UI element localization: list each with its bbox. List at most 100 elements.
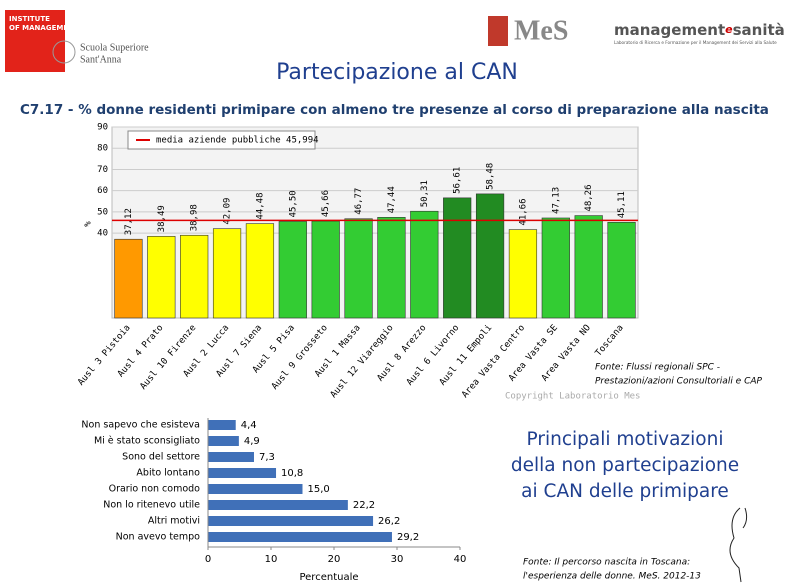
value-label: 37,12	[124, 208, 134, 235]
x-tick-label: 40	[454, 554, 467, 565]
y-tick-label: 60	[97, 186, 108, 196]
value-label: 45,50	[288, 190, 298, 217]
x-tick-label: Toscana	[594, 323, 626, 358]
value-label: 4,9	[244, 436, 260, 447]
y-tick-label: Altri motivi	[148, 516, 200, 527]
x-tick-label: 10	[265, 554, 278, 565]
value-label: 22,2	[353, 500, 375, 511]
brand-part: e	[725, 23, 733, 36]
chart-title: Principali motivazioni	[527, 429, 724, 450]
value-label: 47,13	[551, 187, 561, 214]
bar	[208, 516, 374, 526]
slide-title: Partecipazione al CAN	[276, 60, 518, 85]
y-tick-label: Non avevo tempo	[116, 532, 201, 543]
value-label: 26,2	[378, 516, 400, 527]
bar	[410, 210, 439, 319]
bar	[180, 234, 209, 319]
value-label: 48,26	[584, 184, 594, 211]
chart-title: della non partecipazione	[511, 455, 739, 476]
bar	[208, 484, 303, 494]
value-label: 29,2	[397, 532, 419, 543]
school-name: Sant'Anna	[80, 54, 122, 65]
value-label: 42,09	[223, 198, 233, 225]
value-label: 41,66	[518, 198, 528, 225]
logo-text: INSTITUTE	[9, 15, 50, 23]
y-tick-label: Sono del settore	[122, 452, 200, 463]
bar	[208, 468, 277, 478]
legend-label: media aziende pubbliche 45,994	[156, 136, 319, 146]
x-tick-label: Ausl 10 Firenze	[138, 323, 198, 392]
bar	[208, 420, 236, 430]
y-tick-label: 50	[97, 207, 108, 217]
value-label: 45,11	[617, 191, 627, 218]
y-tick-label: 70	[97, 165, 108, 175]
x-tick-label: Ausl 12 Viareggio	[329, 323, 396, 400]
bar	[278, 221, 307, 319]
bar	[344, 218, 373, 319]
source: Fonte: Il percorso nascita in Toscana:	[523, 558, 690, 568]
value-label: 15,0	[308, 484, 330, 495]
logo-text: OF MANAGEMENT	[9, 24, 79, 32]
source: Prestazioni/azioni Consultoriali e CAP	[595, 377, 763, 387]
bar	[147, 236, 176, 319]
x-tick-label: 0	[205, 554, 211, 565]
value-label: 56,61	[453, 167, 463, 194]
value-label: 38,49	[157, 205, 167, 232]
logo-box	[5, 10, 65, 72]
bar	[208, 452, 254, 462]
school-name: Scuola Superiore	[80, 42, 149, 53]
y-tick-label: Abito lontano	[136, 468, 200, 479]
bar	[114, 238, 143, 319]
bar	[208, 500, 348, 510]
bar	[377, 217, 406, 319]
value-label: 50,31	[420, 180, 430, 207]
x-axis-label: Percentuale	[299, 572, 358, 583]
chart-title: ai CAN delle primipare	[521, 481, 729, 502]
bar	[208, 532, 392, 542]
bar	[311, 220, 340, 319]
source: Fonte: Flussi regionali SPC -	[595, 363, 720, 373]
value-label: 4,4	[241, 420, 257, 431]
y-tick-label: Orario non comodo	[109, 484, 201, 495]
value-label: 58,48	[486, 163, 496, 190]
x-tick-label: Ausl 9 Grosseto	[270, 323, 330, 392]
y-tick-label: 40	[97, 229, 108, 239]
bar	[508, 229, 538, 319]
y-tick-label: 90	[97, 123, 108, 133]
y-tick-label: Non lo ritenevo utile	[103, 500, 200, 511]
x-tick-label: Area Vasta Centro	[460, 323, 527, 400]
y-tick-label: 80	[97, 144, 108, 154]
x-tick-label: 30	[391, 554, 404, 565]
value-label: 45,66	[321, 190, 331, 217]
value-label: 44,48	[255, 193, 265, 220]
bar	[245, 223, 275, 319]
emblem	[488, 16, 508, 46]
value-label: 7,3	[259, 452, 275, 463]
bar	[208, 436, 239, 446]
bar	[475, 193, 505, 319]
bar	[443, 197, 472, 319]
brand-part: sanità	[733, 21, 785, 39]
value-label: 10,8	[281, 468, 303, 479]
bar	[212, 228, 242, 319]
mes-logo: MeS	[514, 15, 568, 46]
seal	[52, 40, 76, 64]
y-tick-label: Mi è stato sconsigliato	[94, 436, 200, 447]
value-label: 47,44	[387, 186, 397, 213]
x-tick-label: 20	[328, 554, 341, 565]
brand-part: management	[614, 21, 725, 39]
copyright: Copyright Laboratorio Mes	[505, 392, 640, 402]
value-label: 46,77	[354, 188, 364, 215]
tagline: Laboratorio di Ricerca e Formazione per …	[614, 40, 777, 45]
chart-title: C7.17 - % donne residenti primipare con …	[20, 102, 769, 118]
brand: managementesanità	[614, 21, 785, 39]
y-axis-label: %	[84, 221, 94, 227]
y-tick-label: Non sapevo che esisteva	[81, 420, 200, 431]
bar	[574, 215, 603, 319]
bar	[607, 221, 636, 319]
legend-box	[127, 130, 316, 150]
pregnant-silhouette	[729, 507, 748, 583]
value-label: 38,98	[190, 204, 200, 231]
bar	[541, 217, 570, 319]
